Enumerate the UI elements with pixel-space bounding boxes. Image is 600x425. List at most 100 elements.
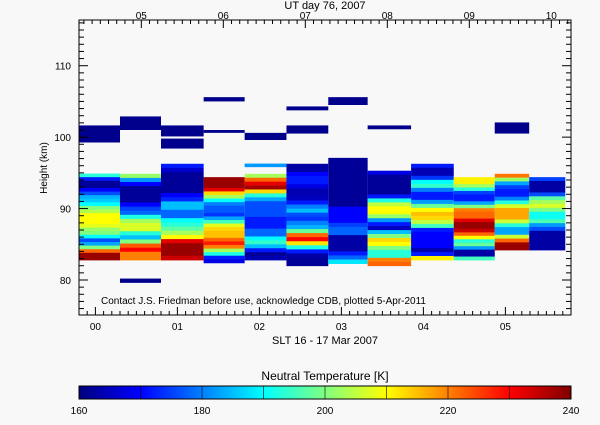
heatmap-cell [120, 218, 161, 224]
heatmap-cell [79, 209, 120, 214]
heatmap-cell [453, 256, 495, 261]
heatmap-cell [494, 192, 530, 198]
heatmap-cell [453, 180, 495, 185]
heatmap-cell [286, 125, 329, 134]
heatmap-cell [203, 180, 245, 185]
heatmap-cell [328, 210, 368, 216]
heatmap-cell [529, 203, 566, 209]
heatmap-cell [203, 198, 245, 203]
heatmap-cell [79, 241, 120, 246]
heatmap-cell [244, 224, 287, 230]
top-tick-label: 08 [382, 11, 394, 22]
heatmap-cell [494, 230, 530, 236]
heatmap-cell [286, 249, 329, 254]
heatmap-cell [244, 205, 287, 210]
heatmap-cell [411, 255, 454, 261]
heatmap-cell [286, 212, 329, 218]
heatmap-cell [529, 219, 566, 224]
heatmap-cell [244, 220, 287, 226]
heatmap-cell [494, 227, 530, 232]
heatmap-cell [120, 177, 161, 183]
heatmap-cell [161, 213, 204, 219]
heatmap-cell [453, 239, 495, 244]
heatmap-cell [529, 223, 566, 228]
heatmap-cell [120, 198, 161, 203]
heatmap-cell [161, 201, 204, 207]
heatmap-cell [161, 222, 204, 227]
heatmap-cell [286, 220, 329, 226]
heatmap-cell [203, 184, 245, 189]
heatmap-cell [120, 239, 161, 244]
heatmap-cell [411, 195, 454, 201]
heatmap-cell [367, 245, 412, 251]
heatmap-cell [453, 194, 495, 199]
heatmap-cell [328, 218, 368, 224]
heatmap-cell [244, 193, 287, 198]
heatmap-cell [79, 125, 120, 143]
heatmap-cell [79, 187, 120, 192]
heatmap-cell [244, 209, 287, 214]
heatmap-cell [453, 253, 495, 257]
heatmap-cell [161, 163, 204, 169]
heatmap-cell [453, 232, 495, 237]
y-tick-label: 80 [60, 276, 72, 287]
axes: 00 01 02 03 04 05 05 06 07 08 09 10 80 90 100 110 [54, 11, 572, 333]
heatmap-cell [328, 214, 368, 220]
heatmap-cell [203, 230, 245, 235]
heatmap-cell [453, 190, 495, 195]
heatmap-cell [411, 187, 454, 193]
heatmap-cell [453, 225, 495, 230]
heatmap-cell [529, 196, 566, 201]
heatmap-cell [328, 178, 368, 183]
heatmap-cell [79, 245, 120, 250]
heatmap-cell [411, 219, 454, 225]
heatmap-cell [286, 216, 329, 222]
heatmap-cell [494, 211, 530, 217]
heatmap-cell [411, 247, 454, 253]
heatmap-cell [529, 242, 566, 247]
heatmap-cell [120, 214, 161, 220]
heatmap-cell [367, 230, 412, 235]
heatmap-cell [529, 192, 566, 197]
heatmap-cell [494, 173, 530, 178]
heatmap-cell [244, 228, 287, 233]
colorbar-tick-label: 240 [563, 406, 580, 417]
heatmap-cell [367, 178, 412, 183]
heatmap-cell [120, 190, 161, 195]
heatmap-cell [367, 125, 412, 130]
heatmap-cell [328, 226, 368, 232]
heatmap-cell [286, 241, 329, 246]
heatmap-cell [120, 210, 161, 216]
heatmap-cell [328, 231, 368, 236]
heatmap-cell [411, 163, 454, 169]
top-tick-label: 07 [300, 11, 312, 22]
heatmap-cell [244, 232, 287, 237]
heatmap-cell [244, 216, 287, 222]
heatmap-cell [411, 203, 454, 209]
heatmap-cell [328, 239, 368, 244]
heatmap-cell [244, 236, 287, 241]
heatmap-cell [453, 218, 495, 223]
heatmap-cell [203, 195, 245, 199]
heatmap-cell [203, 223, 245, 228]
heatmap-cell [411, 251, 454, 257]
heatmap-cell [203, 252, 245, 257]
heatmap-cell [529, 200, 566, 205]
heatmap-cell [79, 180, 120, 185]
heatmap-cell [203, 205, 245, 210]
heatmap-cell [367, 198, 412, 203]
heatmap-cell [494, 196, 530, 201]
heatmap-cell [120, 223, 161, 228]
chart-title: UT day 76, 2007 [284, 0, 365, 12]
heatmap-cell [286, 200, 329, 205]
heatmap-cell [529, 188, 566, 193]
heatmap-cell [328, 222, 368, 228]
heatmap-cell [328, 157, 368, 163]
heatmap-cell [328, 186, 368, 191]
heatmap-cell [79, 249, 120, 254]
colorbar-tick-label: 160 [71, 406, 88, 417]
heatmap-cell [244, 197, 287, 202]
heatmap-cell [494, 208, 530, 213]
heatmap-cell [244, 173, 287, 179]
heatmap-cell [120, 235, 161, 240]
